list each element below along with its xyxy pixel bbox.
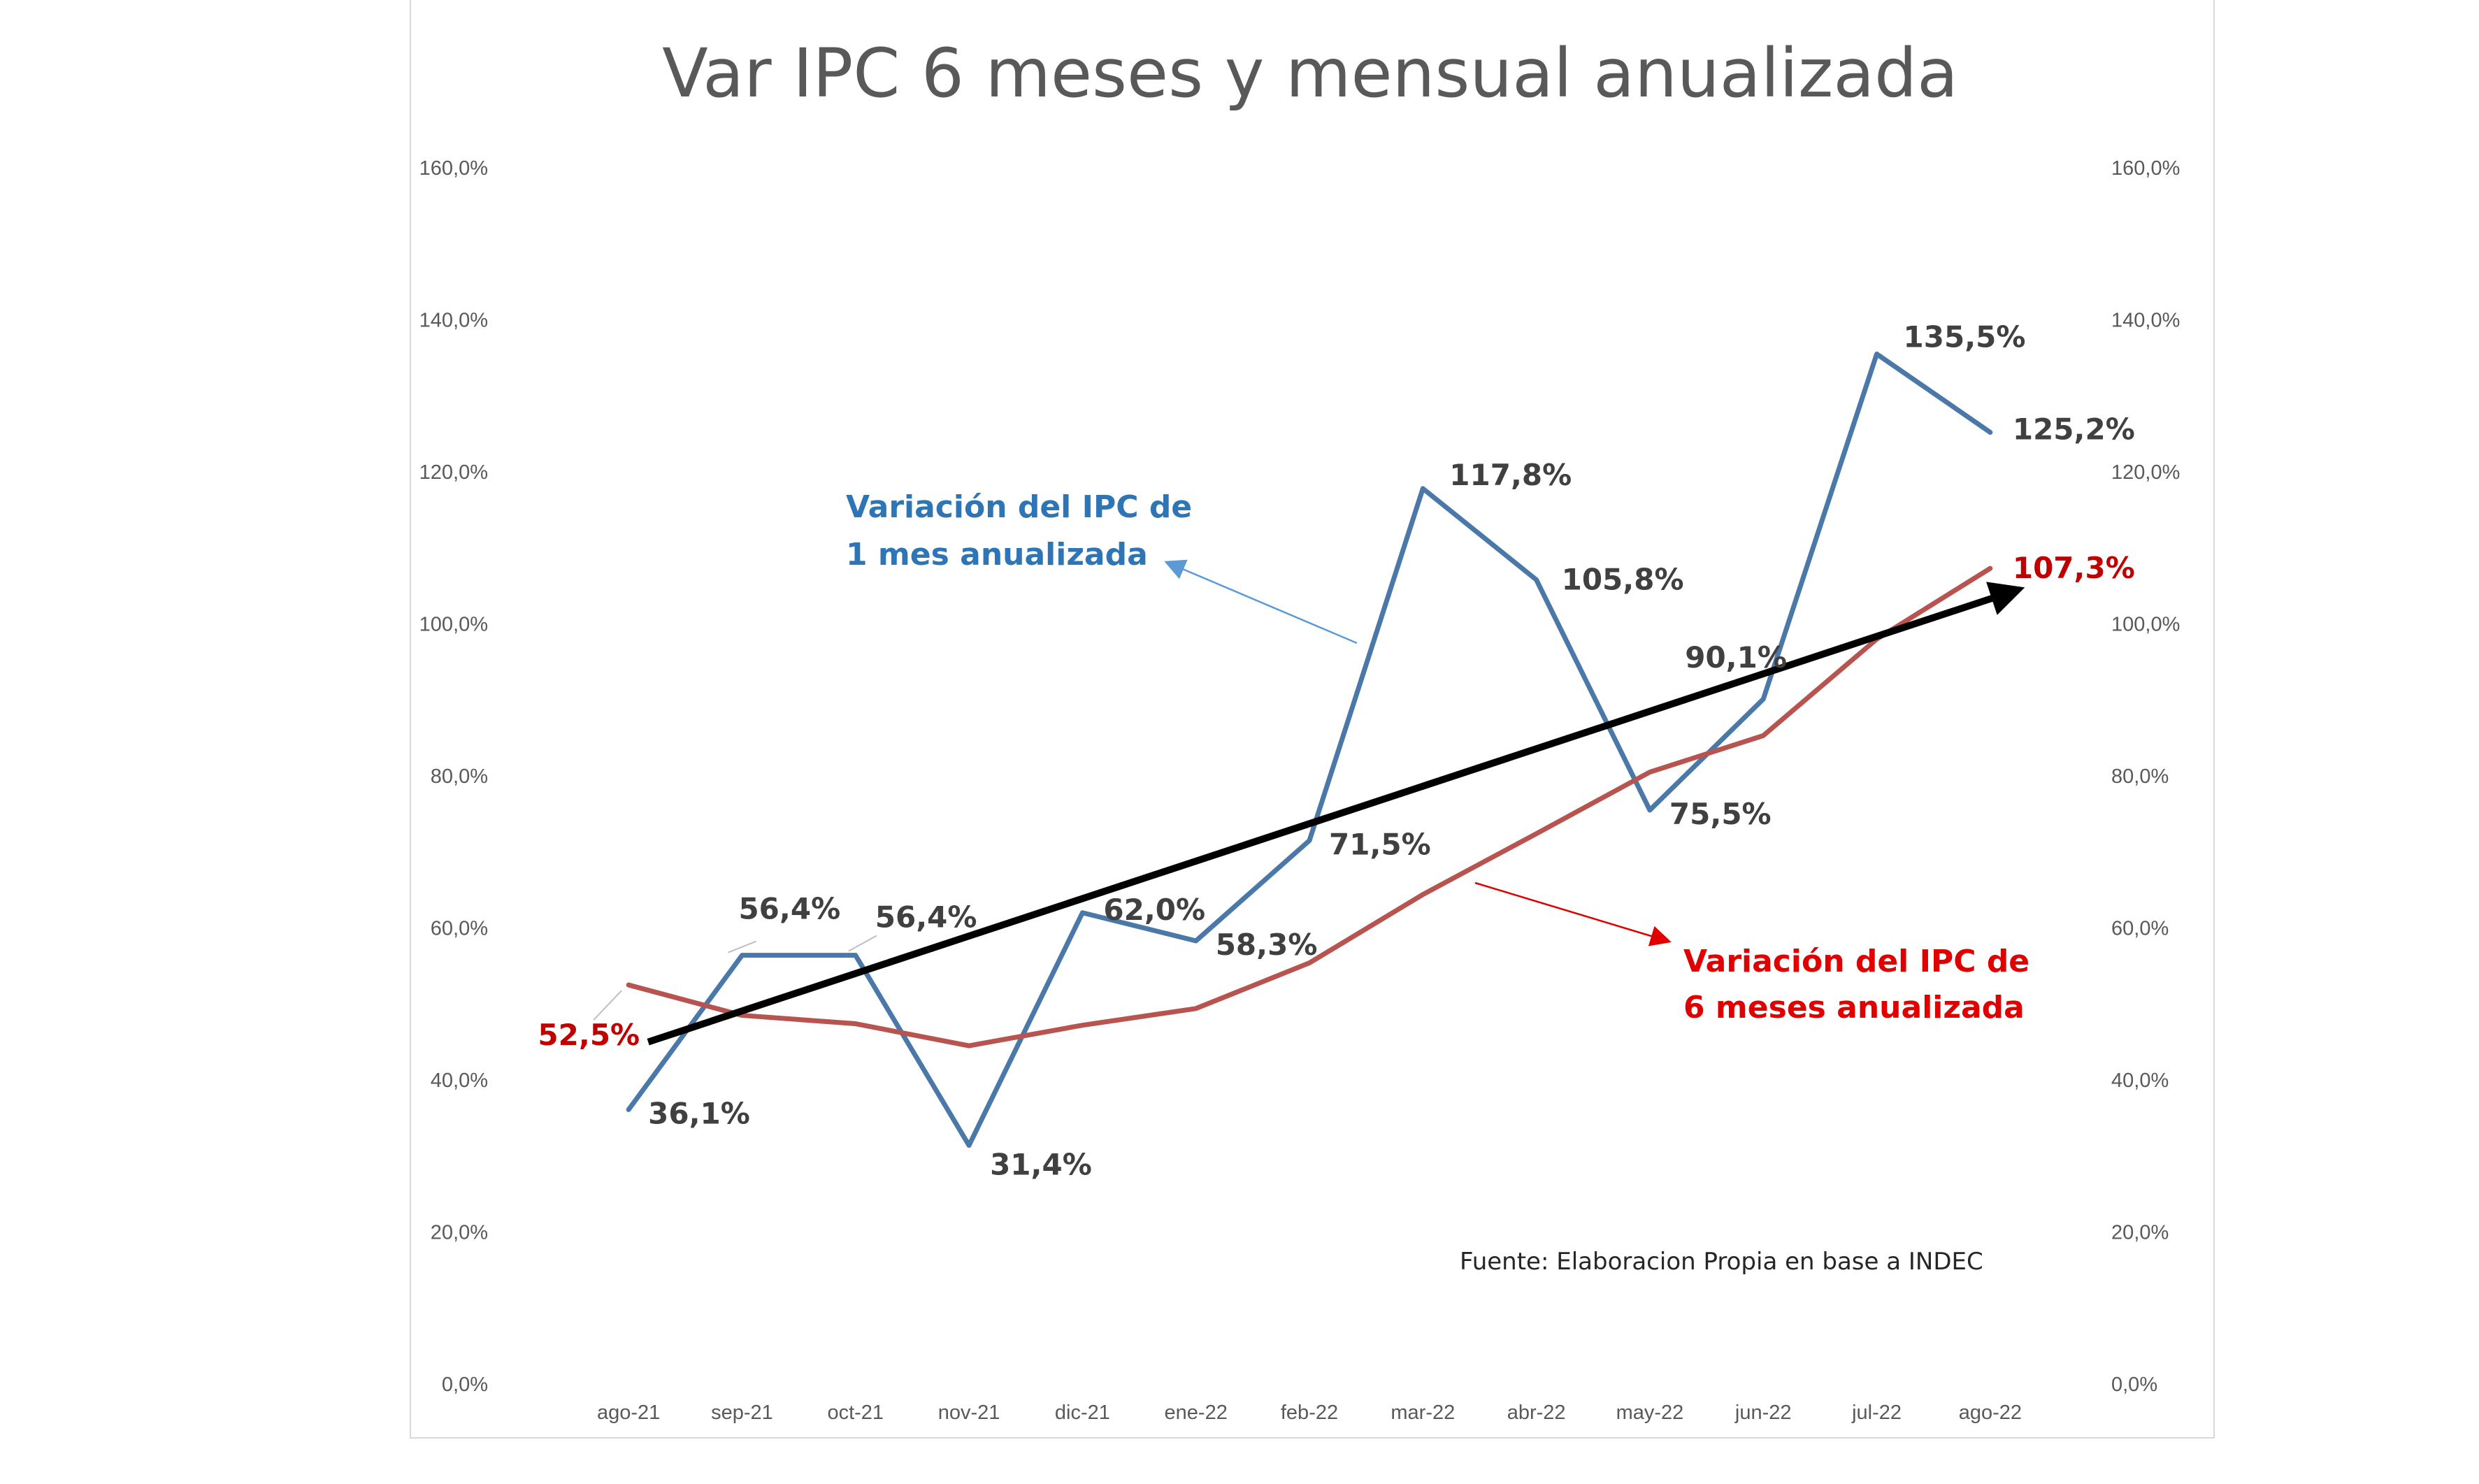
data-label-1mes: 135,5% [1904,319,2026,354]
y-tick-label-left: 100,0% [419,614,488,636]
x-tick-label: dic-21 [1055,1402,1110,1424]
annotation-arrow-blue [1164,559,1358,644]
y-tick-label-left: 140,0% [419,310,488,332]
y-tick-label-right: 20,0% [2111,1222,2169,1244]
x-tick-label: may-22 [1616,1402,1684,1424]
y-tick-label-right: 100,0% [2111,614,2180,636]
series-1mes-line [626,351,1993,1148]
y-tick-label-right: 80,0% [2111,765,2169,788]
y-tick-label-left: 40,0% [431,1069,488,1092]
y-tick-label-left: 20,0% [431,1222,488,1244]
x-tick-label: jul-22 [1851,1402,1902,1424]
x-tick-label: ago-22 [1959,1402,2022,1424]
annotation-red-line2: 6 meses anualizada [1683,990,2025,1025]
data-label-1mes: 71,5% [1329,827,1431,861]
data-label-6meses-last: 107,3% [2013,551,2135,585]
leader-line [593,990,622,1021]
y-tick-label-left: 120,0% [419,461,488,484]
data-label-1mes: 117,8% [1449,458,1572,492]
y-tick-label-right: 0,0% [2111,1374,2157,1396]
annotation-blue-line1: Variación del IPC de [846,489,1192,525]
y-tick-label-left: 0,0% [442,1374,488,1396]
y-tick-label-right: 120,0% [2111,461,2180,484]
data-label-1mes: 75,5% [1669,797,1772,831]
x-tick-label: oct-21 [827,1402,884,1424]
y-tick-label-right: 60,0% [2111,918,2169,940]
chart-title: Var IPC 6 meses y mensual anualizada [662,34,1958,113]
x-tick-label: nov-21 [938,1402,1000,1424]
line-chart: Var IPC 6 meses y mensual anualizada 0,0… [419,34,2180,1424]
annotation-blue-line2: 1 mes anualizada [846,537,1148,572]
y-tick-label-left: 160,0% [419,157,488,180]
annotation-layer: Variación del IPC de 1 mes anualizada Va… [846,489,2029,1276]
x-tick-label: sep-21 [711,1402,773,1424]
axes-layer: 0,0% 20,0% 40,0% 60,0% 80,0% 100,0% 120,0% 140,… [419,157,2180,1424]
y-tick-label-left: 60,0% [431,918,488,940]
y-tick-label-right: 40,0% [2111,1069,2169,1092]
leader-line [848,935,877,952]
data-label-6meses-first: 52,5% [538,1018,640,1052]
y-tick-label-left: 80,0% [431,765,488,788]
series-6meses-line [626,565,1993,1049]
annotation-arrow-red [1474,881,1672,946]
y-tick-label-right: 140,0% [2111,310,2180,332]
data-label-1mes: 56,4% [875,900,977,935]
series-layer: 36,1% 56,4% 56,4% 31,4% 62,0% 58,3% 71,5% 117,8… [538,319,2134,1181]
x-tick-label: abr-22 [1507,1402,1566,1424]
x-tick-label: jun-22 [1734,1402,1792,1424]
x-tick-label: ago-21 [597,1402,660,1424]
data-label-1mes: 56,4% [738,892,840,926]
data-label-1mes: 36,1% [648,1096,750,1130]
data-label-1mes: 105,8% [1562,562,1684,596]
data-label-1mes: 125,2% [2013,412,2135,446]
annotation-red-line1: Variación del IPC de [1683,944,2029,979]
chart-frame: Var IPC 6 meses y mensual anualizada 0,0… [410,0,2215,1439]
data-label-1mes: 58,3% [1216,928,1318,962]
x-tick-label: ene-22 [1165,1402,1228,1424]
y-tick-label-right: 160,0% [2111,157,2180,180]
leader-line [728,940,756,953]
source-note: Fuente: Elaboracion Propia en base a IND… [1460,1248,1983,1276]
data-label-1mes: 31,4% [990,1148,1092,1182]
data-label-1mes: 90,1% [1685,640,1787,675]
x-tick-label: feb-22 [1281,1402,1338,1424]
x-tick-label: mar-22 [1391,1402,1455,1424]
data-label-1mes: 62,0% [1103,893,1205,927]
trend-arrow [647,582,2025,1046]
